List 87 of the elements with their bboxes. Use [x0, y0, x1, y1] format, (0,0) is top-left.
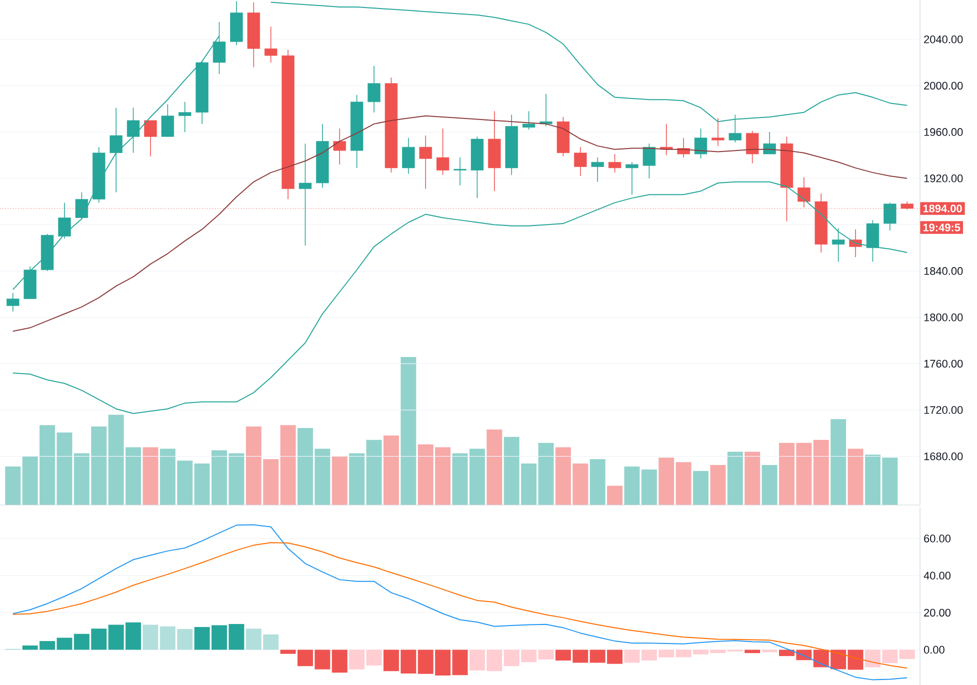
y-tick-label: 1760.00: [924, 360, 963, 368]
candlestick: [402, 137, 415, 174]
bar: [366, 440, 382, 505]
bar: [5, 466, 21, 505]
bar: [710, 465, 726, 505]
candlestick: [368, 66, 380, 113]
bar: [332, 456, 348, 505]
candlestick: [798, 176, 810, 208]
y-tick-label: 1800.00: [924, 313, 963, 322]
candlestick: [436, 128, 450, 176]
bar: [744, 452, 760, 505]
bar: [727, 452, 743, 505]
y-tick-label: 20.00: [924, 608, 951, 617]
bar: [56, 638, 72, 650]
y-tick-label: 2000.00: [924, 82, 963, 90]
candlestick: [712, 118, 724, 146]
bar: [658, 458, 674, 505]
bar: [744, 650, 760, 654]
bar: [762, 465, 778, 505]
bar: [469, 448, 485, 505]
candlestick: [75, 192, 88, 220]
bar: [641, 469, 657, 505]
y-tick-label: 2040.00: [924, 36, 963, 44]
bar: [383, 435, 399, 505]
bar: [693, 470, 708, 505]
ref-line-label: 1894.00: [923, 204, 962, 212]
candlestick: [884, 202, 896, 231]
candlestick: [626, 162, 638, 195]
candlestick: [694, 128, 708, 160]
bar: [142, 624, 158, 650]
bar: [538, 442, 554, 505]
candlestick: [333, 128, 346, 165]
bar: [848, 448, 864, 505]
bar: [349, 453, 365, 505]
candlestick: [608, 154, 622, 173]
candlestick: [454, 157, 466, 186]
y-tick-label: 0.00: [924, 646, 944, 654]
candlestick: [264, 26, 278, 63]
bar: [607, 486, 623, 505]
bar: [848, 650, 864, 670]
bar: [366, 650, 382, 666]
line-series: [12, 542, 908, 669]
y-tick-label: 1720.00: [924, 406, 963, 414]
bar: [538, 650, 554, 660]
candlestick: [298, 143, 312, 246]
y-tick-label: 1920.00: [924, 174, 963, 182]
line-series: [12, 115, 908, 332]
candlestick: [574, 146, 587, 176]
text: 19:49:5: [923, 224, 960, 232]
y-tick-label: 40.00: [924, 572, 951, 580]
candlestick: [522, 110, 536, 130]
y-tick-label: 1960.00: [924, 128, 963, 136]
candlestick: [832, 228, 845, 262]
candlestick: [212, 22, 226, 75]
bar: [349, 650, 365, 670]
bar: [676, 462, 692, 505]
y-tick-label: 1680.00: [924, 452, 963, 460]
candlestick: [161, 104, 174, 138]
candlestick: [540, 93, 552, 127]
bar: [486, 430, 502, 505]
bar: [400, 356, 416, 505]
bar: [280, 425, 296, 505]
bar: [899, 650, 915, 660]
y-tick-label: 1840.00: [924, 267, 963, 275]
bar: [452, 650, 468, 676]
y-tick-label: 60.00: [924, 534, 951, 542]
candlestick: [178, 102, 192, 132]
bar: [590, 459, 606, 505]
bar: [624, 466, 640, 505]
bar: [624, 650, 640, 663]
candlestick: [591, 157, 604, 182]
candlestick: [110, 107, 122, 193]
bar: [142, 447, 158, 505]
candlestick: [728, 114, 742, 143]
candlestick: [746, 130, 759, 164]
candlestick: [58, 202, 71, 239]
candlestick: [126, 107, 140, 154]
candlestick: [419, 135, 432, 190]
candlestick: [763, 132, 776, 154]
bar: [813, 440, 829, 505]
bar: [332, 650, 348, 673]
bar: [452, 453, 468, 505]
candlestick: [144, 120, 157, 157]
candlestick: [6, 292, 20, 312]
bar: [830, 419, 846, 505]
bar: [56, 432, 72, 505]
candlestick: [642, 143, 656, 179]
